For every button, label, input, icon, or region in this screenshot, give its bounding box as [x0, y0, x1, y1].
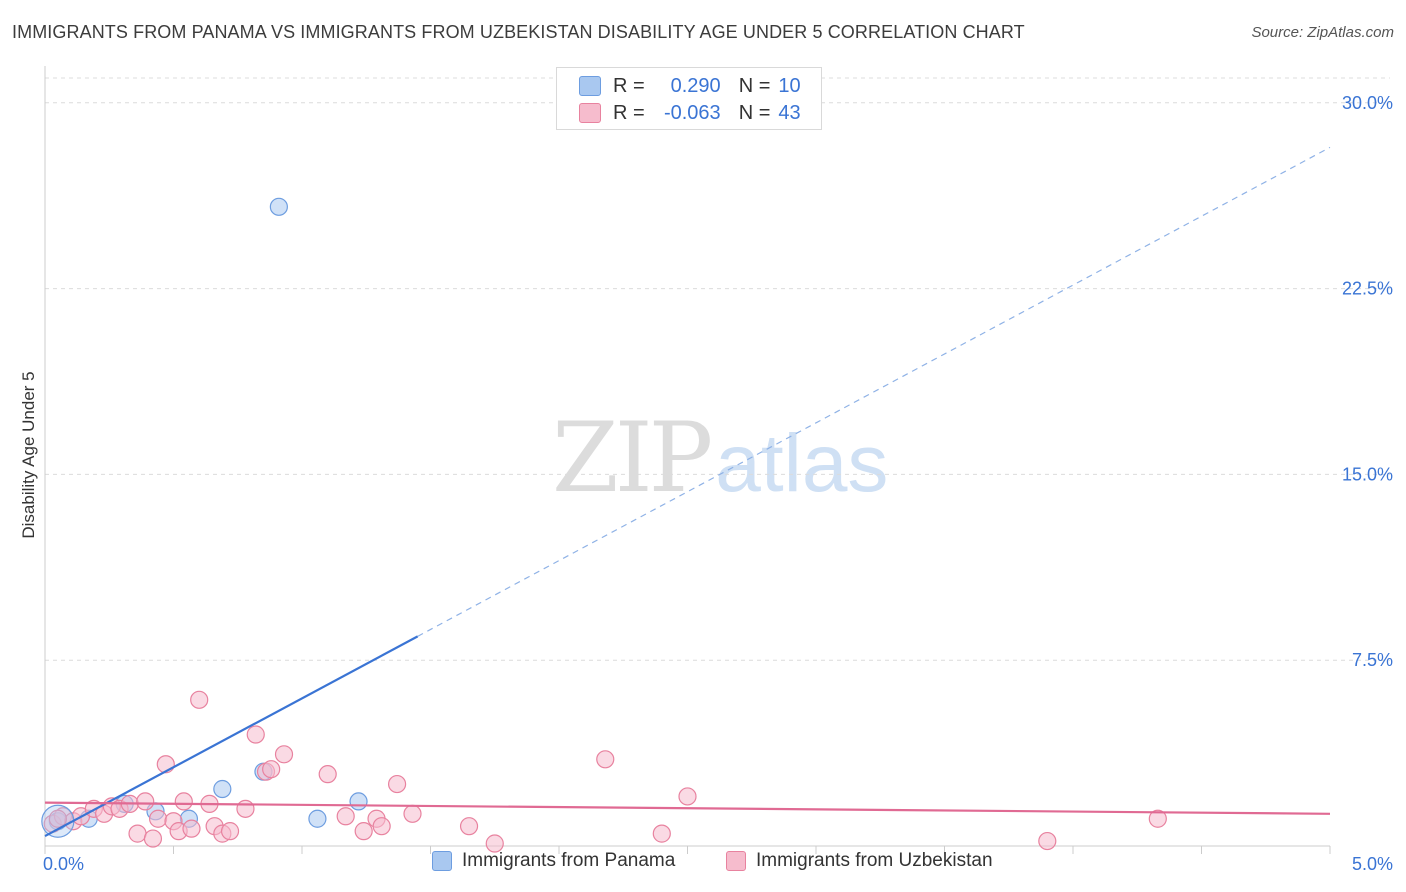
legend-label-panama: Immigrants from Panama	[462, 850, 676, 871]
legend-swatch-uzbekistan	[726, 851, 746, 871]
data-point-panama	[308, 809, 327, 828]
data-point-panama	[349, 792, 368, 811]
stats-r-value-uzbekistan: -0.063	[663, 101, 721, 124]
data-point-uzbekistan	[403, 804, 422, 823]
data-point-uzbekistan	[678, 787, 697, 806]
stats-n-label: N =	[738, 74, 771, 97]
x-tick-label: 5.0%	[1352, 854, 1393, 874]
data-point-uzbekistan	[459, 817, 479, 836]
y-tick-label: 15.0%	[1342, 464, 1393, 484]
legend-item-panama[interactable]: Immigrants from Panama	[432, 850, 675, 872]
stats-swatch-uzbekistan	[579, 103, 601, 123]
chart-title: IMMIGRANTS FROM PANAMA VS IMMIGRANTS FRO…	[12, 22, 1025, 42]
legend-item-uzbekistan[interactable]: Immigrants from Uzbekistan	[726, 850, 993, 872]
data-point-panama	[213, 779, 232, 799]
source-label: Source: ZipAtlas.com	[1251, 24, 1394, 41]
data-point-uzbekistan	[48, 809, 67, 828]
trend-line-panama-extension	[417, 146, 1331, 637]
stats-swatch-panama	[579, 76, 601, 96]
data-point-uzbekistan	[182, 819, 201, 838]
data-point-uzbekistan	[1038, 831, 1057, 851]
data-point-uzbekistan	[246, 725, 265, 744]
stats-n-label: N =	[738, 101, 771, 124]
data-point-uzbekistan	[143, 829, 163, 848]
data-point-panama	[41, 804, 75, 838]
data-point-uzbekistan	[262, 760, 281, 779]
data-point-uzbekistan	[596, 750, 615, 769]
stats-row-panama: R = 0.290 N = 10	[579, 73, 801, 99]
data-point-uzbekistan	[318, 765, 337, 784]
data-point-uzbekistan	[236, 799, 255, 818]
data-point-uzbekistan	[372, 817, 391, 836]
data-point-uzbekistan	[148, 809, 168, 828]
data-point-uzbekistan	[1148, 809, 1167, 828]
y-tick-label: 22.5%	[1342, 279, 1393, 299]
stats-n-value-uzbekistan: 43	[778, 101, 801, 124]
legend-label-uzbekistan: Immigrants from Uzbekistan	[756, 850, 993, 871]
x-tick-label: 0.0%	[43, 854, 84, 874]
stats-r-label: R =	[613, 74, 645, 97]
legend-swatch-panama	[432, 851, 452, 871]
data-point-uzbekistan	[190, 690, 209, 709]
data-point-uzbekistan	[220, 822, 240, 841]
stats-r-label: R =	[613, 101, 645, 124]
trend-line-uzbekistan	[44, 801, 1331, 815]
data-point-uzbekistan	[274, 745, 294, 764]
y-tick-label: 7.5%	[1352, 650, 1393, 670]
data-point-panama	[269, 197, 288, 216]
stats-r-value-panama: 0.290	[670, 74, 721, 97]
legend: Immigrants from Panama Immigrants from U…	[0, 850, 1406, 880]
stats-n-value-panama: 10	[778, 74, 801, 97]
correlation-stats-box: R = 0.290 N = 10 R = -0.063 N = 43	[556, 67, 822, 130]
data-point-uzbekistan	[336, 807, 355, 826]
data-point-uzbekistan	[128, 824, 147, 843]
y-axis-label: Disability Age Under 5	[19, 371, 38, 538]
y-tick-label: 30.0%	[1342, 93, 1393, 113]
data-point-uzbekistan	[485, 834, 504, 853]
data-point-uzbekistan	[387, 774, 407, 794]
data-point-uzbekistan	[174, 792, 193, 811]
data-point-uzbekistan	[354, 822, 373, 841]
data-point-uzbekistan	[652, 824, 671, 843]
data-point-uzbekistan	[136, 792, 155, 811]
stats-row-uzbekistan: R = -0.063 N = 43	[579, 100, 801, 126]
